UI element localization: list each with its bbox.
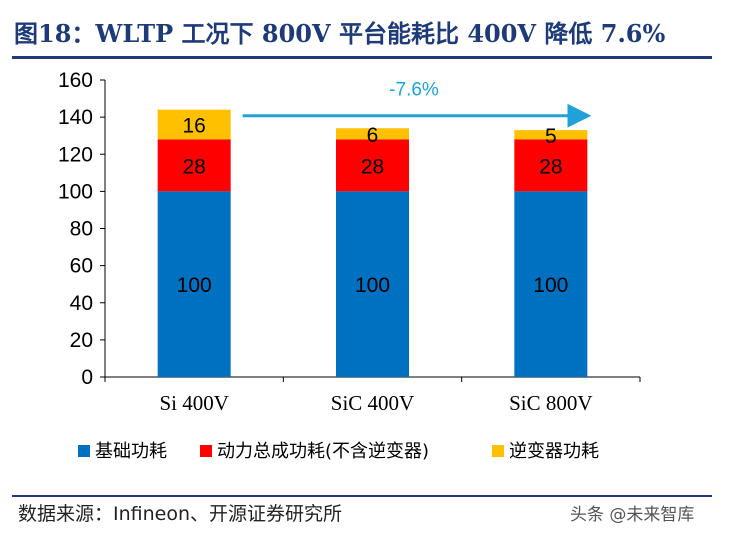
legend-swatch bbox=[78, 445, 90, 457]
bar-segment bbox=[514, 191, 588, 377]
y-tick-label: 80 bbox=[70, 218, 93, 241]
data-label: 28 bbox=[182, 155, 205, 178]
legend-label: 动力总成功耗(不含逆变器) bbox=[217, 441, 429, 462]
bar-segment bbox=[157, 109, 231, 140]
bar-segment bbox=[157, 191, 231, 377]
y-tick-label: 120 bbox=[58, 143, 93, 166]
y-tick-label: 100 bbox=[58, 180, 93, 203]
legend-swatch bbox=[492, 445, 504, 457]
legend-swatch bbox=[200, 445, 212, 457]
legend-label: 基础功耗 bbox=[95, 441, 167, 462]
data-label: 100 bbox=[533, 274, 568, 297]
data-label: 28 bbox=[361, 155, 384, 178]
x-category-label: Si 400V bbox=[159, 391, 228, 415]
title-divider bbox=[12, 56, 712, 59]
legend-label: 逆变器功耗 bbox=[509, 441, 599, 462]
bar-segment bbox=[157, 139, 231, 192]
bar-segment bbox=[336, 191, 409, 377]
y-tick-label: 20 bbox=[70, 329, 93, 352]
watermark: 头条 @未来智库 bbox=[570, 505, 695, 525]
y-tick-label: 0 bbox=[81, 366, 93, 389]
change-label: -7.6% bbox=[389, 80, 439, 101]
data-label: 28 bbox=[539, 155, 562, 178]
data-label: 16 bbox=[182, 115, 205, 138]
bar-segment bbox=[514, 139, 588, 192]
x-category-label: SiC 400V bbox=[331, 391, 414, 415]
source-note: 数据来源：Infineon、开源证券研究所 bbox=[18, 503, 343, 525]
bar-segment bbox=[514, 130, 588, 140]
figure-title: 图18：WLTP 工况下 800V 平台能耗比 400V 降低 7.6% bbox=[14, 19, 666, 48]
data-label: 100 bbox=[355, 274, 390, 297]
data-label: 6 bbox=[367, 124, 379, 147]
y-tick-label: 40 bbox=[70, 292, 93, 315]
data-label: 100 bbox=[177, 274, 212, 297]
data-label: 5 bbox=[545, 125, 557, 148]
y-tick-label: 160 bbox=[58, 69, 93, 92]
footer-divider bbox=[12, 495, 712, 497]
y-tick-label: 140 bbox=[58, 106, 93, 129]
y-tick-label: 60 bbox=[70, 255, 93, 278]
bar-segment bbox=[336, 139, 409, 192]
bar-segment bbox=[336, 128, 409, 140]
x-category-label: SiC 800V bbox=[509, 391, 592, 415]
